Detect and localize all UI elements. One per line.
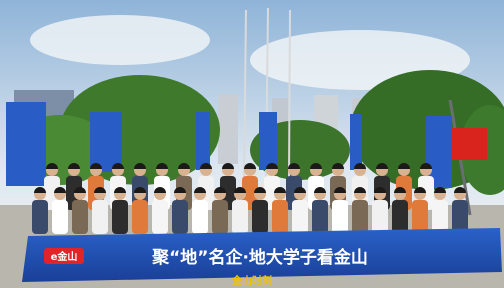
person-body (72, 200, 88, 234)
person-body (292, 200, 308, 234)
national-flag (447, 128, 487, 160)
person-body (312, 200, 328, 234)
person-body (412, 200, 428, 234)
person-body (172, 200, 188, 234)
person-body (52, 200, 68, 234)
banner-text: 聚“地”名企·地大学子看金山 (151, 247, 368, 268)
cloud (30, 15, 210, 65)
side-flag (6, 102, 46, 186)
person-body (192, 200, 208, 234)
person-body (272, 200, 288, 234)
person-body (232, 200, 248, 234)
side-flag (196, 112, 210, 170)
page: e金山 聚“地”名企·地大学子看金山 金山时刻 (() => { const d… (0, 0, 504, 288)
person-body (32, 200, 48, 234)
person-body (212, 200, 228, 234)
person-body (92, 200, 108, 234)
person-body (432, 200, 448, 234)
person-body (332, 200, 348, 234)
person-body (372, 200, 388, 234)
person-body (252, 200, 268, 234)
flagpole (289, 10, 290, 178)
person-body (392, 200, 408, 234)
person-body (132, 200, 148, 234)
side-flag (350, 114, 362, 170)
person-body (152, 200, 168, 234)
person-body (112, 200, 128, 234)
person-body (352, 200, 368, 234)
watermark: 金山时刻 (231, 274, 272, 287)
side-flag (90, 112, 122, 172)
banner-logo: e金山 (51, 250, 78, 263)
building (218, 94, 238, 164)
photo: e金山 聚“地”名企·地大学子看金山 金山时刻 (0, 0, 504, 288)
side-flag (259, 112, 277, 170)
